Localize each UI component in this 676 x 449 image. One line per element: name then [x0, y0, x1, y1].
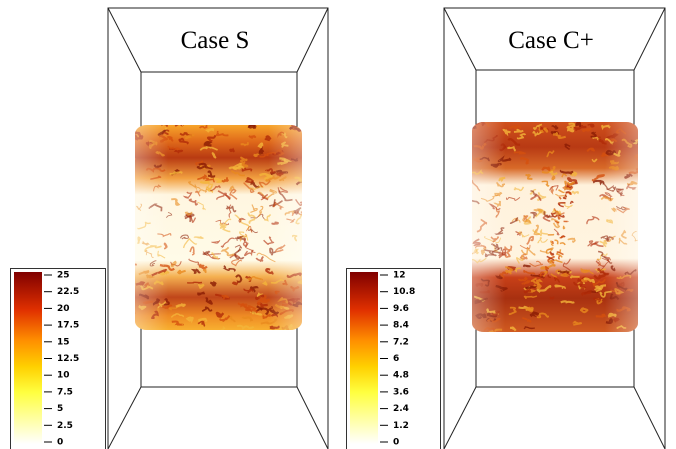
colorbar-tick-label: 15 [57, 337, 70, 347]
colorbar-tick-label: 0 [393, 438, 399, 448]
colorbar-tick-label: 7.5 [57, 387, 73, 397]
panel-title: Case C+ [508, 27, 594, 54]
colorbar-tick-label: 9.6 [393, 304, 409, 314]
colorbar-right: 0 1.2 2.4 3.6 4.8 6 7.2 8.4 9.6 10.8 12 [347, 269, 441, 449]
colorbar-tick-label: 10 [57, 371, 70, 381]
colorbar-tick-label: 8.4 [393, 321, 409, 331]
colorbar-tick-label: 5 [57, 404, 63, 414]
colorbar-left: 0 2.5 5 7.5 10 12.5 15 17.5 20 22.5 25 [11, 269, 106, 449]
colorbar-tick-label: 12.5 [57, 354, 79, 364]
volume-render-right [463, 122, 642, 333]
colorbar-tick-label: 25 [57, 271, 70, 281]
colorbar-tick-label: 4.8 [393, 371, 409, 381]
colorbar-tick-label: 12 [393, 271, 406, 281]
colorbar-tick-label: 7.2 [393, 337, 409, 347]
colorbar-tick-label: 3.6 [393, 387, 409, 397]
colorbar-tick-label: 20 [57, 304, 70, 314]
colorbar-tick-label: 1.2 [393, 421, 409, 431]
colorbar-tick-label: 10.8 [393, 287, 415, 297]
colorbar-tick-label: 17.5 [57, 321, 79, 331]
colorbar-tick-label: 2.5 [57, 421, 73, 431]
figure: Case S Case C+ 0 2.5 5 7.5 10 12.5 15 17.5 20 22.… [0, 0, 676, 449]
colorbar-tick-label: 2.4 [393, 404, 409, 414]
turbulence-streak [123, 158, 136, 160]
colorbar-tick-label: 0 [57, 438, 63, 448]
panel-title: Case S [181, 27, 250, 54]
colorbar-tick-label: 22.5 [57, 287, 79, 297]
turbulence-streak [130, 312, 135, 314]
volume-render-left [123, 123, 309, 332]
colorbar-tick-label: 6 [393, 354, 399, 364]
